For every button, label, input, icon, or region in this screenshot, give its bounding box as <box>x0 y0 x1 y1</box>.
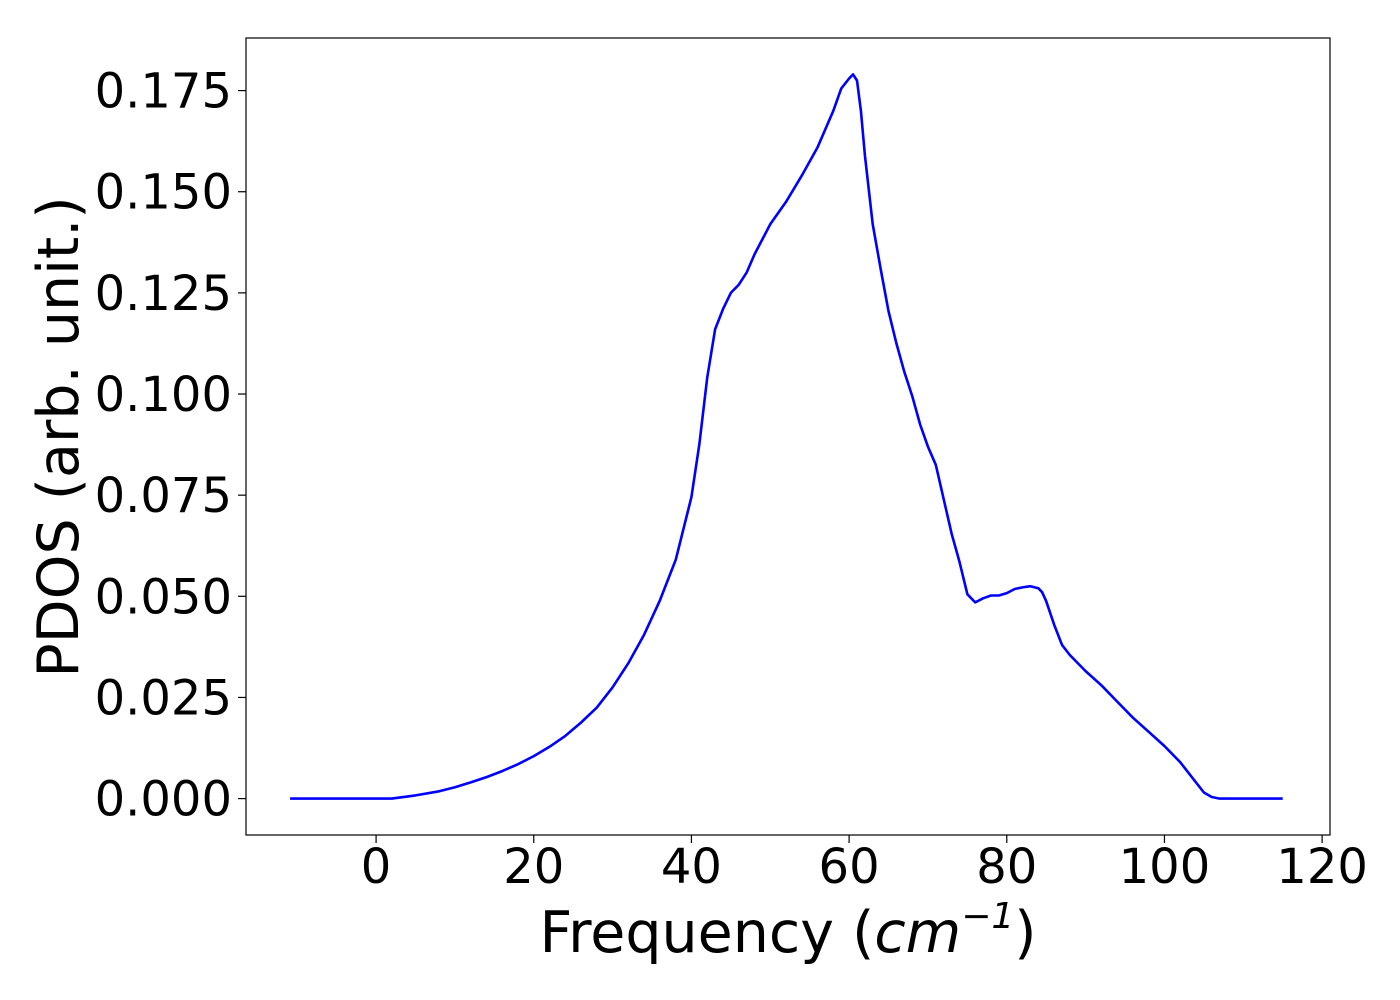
x-tick-label: 80 <box>976 839 1037 895</box>
y-axis-label: PDOS (arb. unit.) <box>26 196 92 677</box>
y-tick-label: 0.000 <box>95 772 232 828</box>
x-axis-label: Frequency (cm−1) <box>539 896 1036 966</box>
y-tick-label: 0.175 <box>95 64 232 120</box>
y-tick-label: 0.125 <box>95 266 232 322</box>
x-tick-label: 60 <box>819 839 880 895</box>
plot-area <box>245 37 1331 836</box>
y-tick-label: 0.050 <box>95 569 232 625</box>
x-tick-label: 100 <box>1119 839 1211 895</box>
pdos-series-line <box>290 73 1283 800</box>
y-axis: 0.000 0.025 0.050 0.075 0.100 0.125 0.150 0.175 <box>95 64 246 828</box>
y-tick-label: 0.025 <box>95 670 232 726</box>
x-tick-label: 0 <box>361 839 392 895</box>
y-tick-label: 0.100 <box>95 367 232 423</box>
plot-frame <box>245 37 1331 836</box>
x-axis: 0 20 40 60 80 100 120 <box>361 835 1368 895</box>
x-tick-label: 20 <box>503 839 564 895</box>
y-tick-label: 0.075 <box>95 468 232 524</box>
y-tick-label: 0.150 <box>95 165 232 221</box>
x-tick-label: 120 <box>1276 839 1368 895</box>
x-tick-label: 40 <box>661 839 722 895</box>
